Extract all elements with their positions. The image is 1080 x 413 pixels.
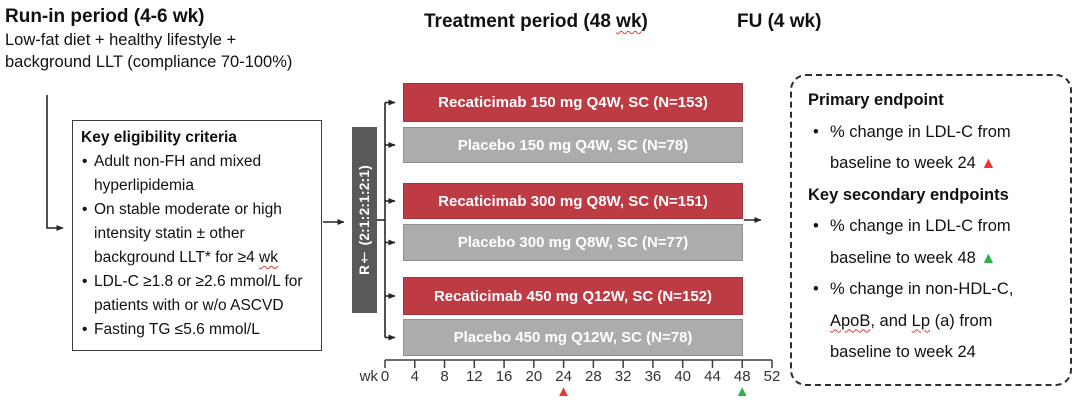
axis-tick-label: 48 (733, 368, 751, 385)
randomization-bar: R† (2:1:2:1:2:1) (352, 127, 377, 313)
text-segment: % change in non-HDL-C, (830, 280, 1014, 298)
text-segment: ) (641, 11, 648, 32)
text-segment: , and (870, 311, 912, 330)
run-in-block: Run-in period (4-6 wk) Low-fat diet + he… (5, 5, 375, 73)
eligibility-item: • Adult non-FH and mixed hyperlipidemia (81, 150, 313, 198)
bullet-icon: • (813, 122, 819, 141)
text-segment: ApoB (830, 311, 871, 330)
axis-ticks (384, 360, 773, 368)
text-segment: On stable moderate or high intensity sta… (94, 201, 282, 266)
arm-bar-placebo-450: Placebo 450 mg Q12W, SC (N=78) (403, 319, 743, 356)
axis-tick-label: 12 (465, 368, 483, 385)
milestone-triangle-icon: ▲ (980, 249, 997, 267)
text-segment: Treatment period (48 (424, 11, 617, 32)
axis-tick-label: 4 (410, 368, 419, 385)
bullet-icon: • (82, 153, 88, 170)
run-in-subtitle-line2: background LLT (compliance 70-100%) (5, 53, 293, 71)
bullet-icon: • (813, 217, 819, 235)
run-in-subtitle-line1: Low-fat diet + healthy lifestyle + (5, 31, 237, 49)
arm-bar-recaticimab-150: Recaticimab 150 mg Q4W, SC (N=153) (403, 83, 743, 122)
milestone-triangle-icon: ▲ (556, 383, 572, 400)
milestone-triangle-icon: ▲ (980, 155, 997, 172)
text-segment: Adult non-FH and mixed hyperlipidemia (94, 153, 262, 194)
bullet-icon: • (82, 321, 88, 338)
axis-tick-label: 28 (585, 368, 602, 385)
eligibility-title: Key eligibility criteria (81, 129, 237, 146)
axis-tick-label: 24 (555, 368, 572, 385)
axis-tick-label: 16 (495, 368, 513, 385)
text-segment: wk (259, 249, 278, 266)
runin-to-eligibility-arrow (46, 95, 64, 231)
endpoint-item-text: % change in LDL-C from baseline to week … (830, 217, 1011, 267)
axis-tick-label: 44 (704, 368, 721, 385)
axis-tick-label: 0 (380, 368, 390, 385)
text-segment: (a) from baseline to week 24 (830, 311, 993, 362)
eligibility-item: • LDL-C ≥1.8 or ≥2.6 mmol/L for patients … (81, 270, 313, 318)
treatment-period-title: Treatment period (48 wk) (424, 10, 648, 34)
eligibility-item: • Fasting TG ≤5.6 mmol/L (81, 318, 313, 342)
text-segment: wk (616, 11, 642, 32)
week-axis-unit-label: wk (359, 368, 378, 385)
text-segment: Lp (911, 311, 931, 330)
axis-tick-label: 40 (674, 368, 692, 385)
endpoint-item: • % change in non-HDL-C, ApoB, and Lp (a)… (808, 274, 1040, 369)
endpoint-section-title: Key secondary endpoints (808, 185, 1009, 204)
text-segment: % change in LDL-C from baseline to week … (830, 217, 1011, 267)
bullet-icon: • (813, 280, 819, 298)
endpoint-item: • % change in LDL-C from baseline to week… (808, 211, 1040, 274)
randomization-label: R† (2:1:2:1:2:1) (357, 165, 372, 275)
milestone-triangle-icon: ▲ (734, 383, 750, 400)
eligibility-list: • Adult non-FH and mixed hyperlipidemia • O… (81, 150, 313, 342)
follow-up-title: FU (4 wk) (737, 11, 822, 32)
endpoint-section-title: Primary endpoint (808, 91, 944, 109)
arm-bar-recaticimab-300: Recaticimab 300 mg Q8W, SC (N=151) (403, 183, 743, 219)
eligibility-item: • On stable moderate or high intensity st… (81, 198, 313, 270)
axis-tick-label: 20 (525, 368, 543, 385)
endpoints-content: Primary endpoint • % change in LDL-C from … (808, 85, 1060, 369)
endpoint-item-text: % change in non-HDL-C, ApoB, and Lp (a) … (830, 280, 1013, 361)
text-segment: LDL-C ≥1.8 or ≥2.6 mmol/L for patients w… (94, 273, 303, 314)
endpoint-item-text: % change in LDL-C from baseline to week … (830, 123, 1011, 173)
eligibility-criteria-box: Key eligibility criteria • Adult non-FH a… (72, 120, 322, 351)
axis-tick-label: 8 (440, 368, 449, 385)
text-segment: % change in LDL-C from baseline to week … (830, 122, 1011, 173)
axis-tick-label: 32 (614, 368, 632, 385)
arm-bar-recaticimab-450: Recaticimab 450 mg Q12W, SC (N=152) (403, 277, 743, 315)
endpoint-item: • % change in LDL-C from baseline to week… (808, 117, 1040, 180)
arm-bar-placebo-300: Placebo 300 mg Q8W, SC (N=77) (403, 224, 743, 261)
endpoints-box: Primary endpoint • % change in LDL-C from … (790, 74, 1072, 386)
bullet-icon: • (82, 201, 88, 218)
bullet-icon: • (82, 273, 88, 290)
arm-bar-placebo-150: Placebo 150 mg Q4W, SC (N=78) (403, 127, 743, 163)
axis-tick-label: 52 (763, 368, 781, 385)
text-segment: Fasting TG ≤5.6 mmol/L (94, 321, 260, 338)
week-axis (384, 359, 773, 368)
axis-tick-label: 36 (644, 368, 662, 385)
run-in-title: Run-in period (4-6 wk) (5, 6, 205, 27)
